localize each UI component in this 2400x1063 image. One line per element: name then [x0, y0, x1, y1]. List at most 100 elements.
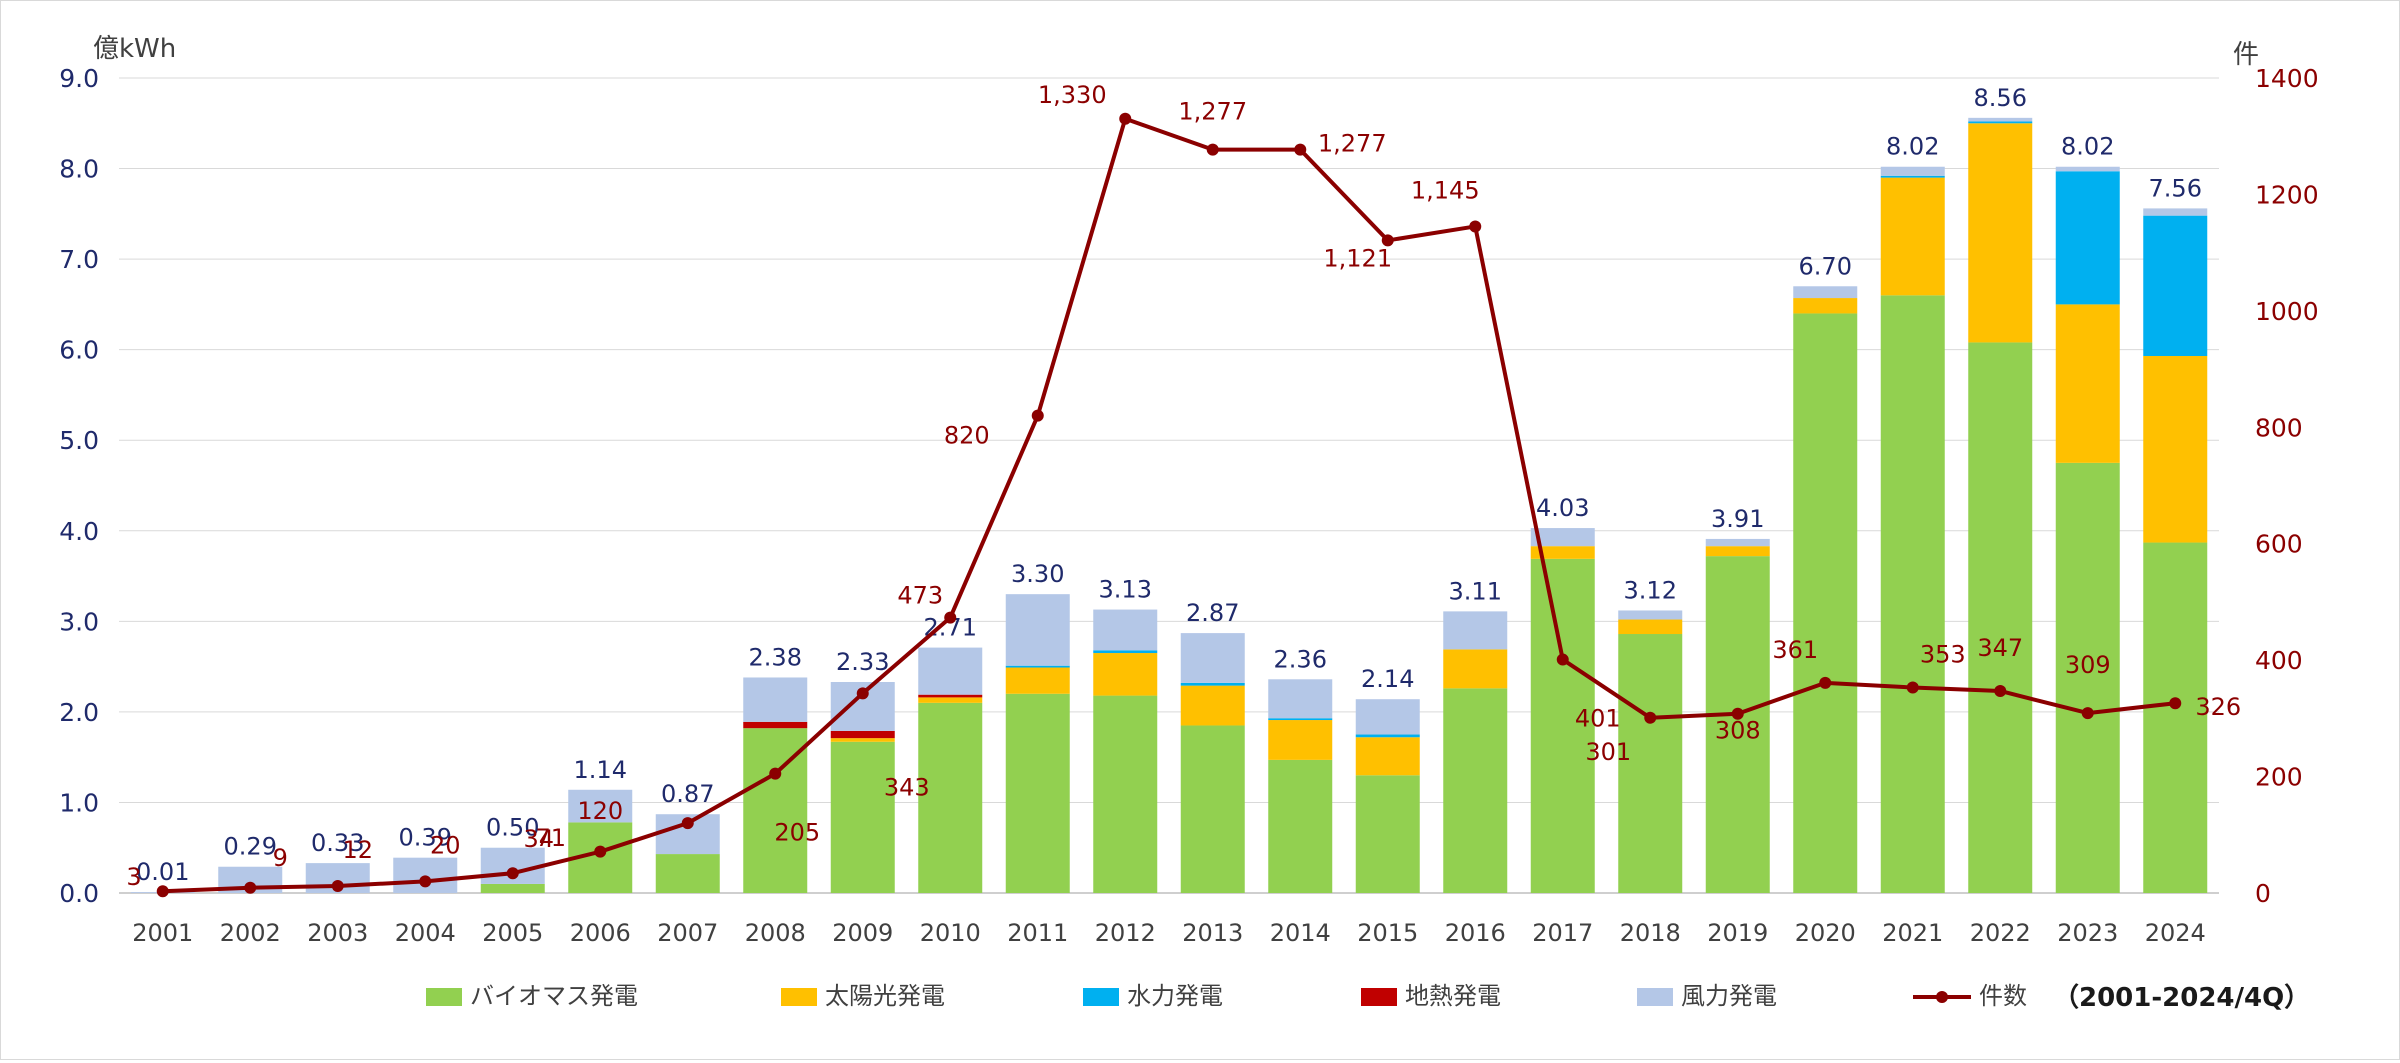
- bar-total-label: 2.14: [1361, 665, 1414, 693]
- count-point: [156, 885, 169, 898]
- bar-segment: [2055, 166, 2120, 172]
- y-left-tick-label: 9.0: [59, 64, 99, 93]
- x-tick-label: 2004: [395, 919, 456, 947]
- bar-segment: [1268, 679, 1333, 719]
- legend-item: 太陽光発電: [781, 982, 945, 1010]
- count-point: [681, 817, 694, 830]
- count-label: 473: [897, 582, 943, 610]
- bar-total-label: 6.70: [1799, 252, 1852, 280]
- bar-segment: [1618, 610, 1683, 620]
- count-label: 1,277: [1318, 130, 1387, 158]
- count-point: [1644, 711, 1657, 724]
- x-tick-label: 2021: [1882, 919, 1943, 947]
- bar-segment: [1093, 650, 1158, 654]
- x-tick-label: 2013: [1182, 919, 1243, 947]
- count-label: 3: [126, 863, 141, 891]
- bar-total-label: 3.11: [1449, 577, 1502, 605]
- bar-segment: [1268, 718, 1333, 721]
- bar-segment: [1793, 286, 1858, 299]
- bar-total-label: 0.87: [661, 780, 714, 808]
- bar-segment: [2143, 542, 2208, 893]
- x-tick-label: 2003: [307, 919, 368, 947]
- x-tick-label: 2016: [1445, 919, 1506, 947]
- bar-total-label: 3.13: [1099, 576, 1152, 604]
- axes: 0.0 1.0 2.0 3.0 4.0 5.0 6.0 7.0 8.0 9.0 0 200 400 600…: [59, 34, 2318, 947]
- x-tick-label: 2006: [570, 919, 631, 947]
- x-tick-label: 2015: [1357, 919, 1418, 947]
- count-label: 20: [430, 831, 461, 859]
- legend-marker: [1936, 991, 1948, 1003]
- bar-segment: [655, 854, 720, 893]
- bar-segment: [1530, 546, 1595, 559]
- bar-segment: [1093, 609, 1158, 651]
- bar-segment: [1355, 699, 1420, 735]
- bar-segment: [1093, 695, 1158, 893]
- bar-segment: [1268, 720, 1333, 760]
- legend-swatch: [1637, 988, 1673, 1006]
- count-label: 309: [2065, 651, 2111, 679]
- bar-segment: [830, 738, 895, 742]
- count-point: [2081, 707, 2094, 720]
- bar-segment: [1880, 177, 1945, 296]
- legend-swatch: [426, 988, 462, 1006]
- bar-total-label: 3.30: [1011, 560, 1064, 588]
- y-right-tick-label: 200: [2255, 763, 2303, 792]
- x-tick-label: 2010: [920, 919, 981, 947]
- x-tick-label: 2023: [2057, 919, 2118, 947]
- bar-segment: [918, 702, 983, 893]
- count-label: 361: [1772, 636, 1818, 664]
- x-tick-label: 2001: [132, 919, 193, 947]
- bar-segment: [918, 697, 983, 703]
- bar-segment: [1968, 121, 2033, 124]
- bar-total-label: 2.38: [749, 643, 802, 671]
- bar-segment: [1968, 117, 2033, 122]
- count-point: [419, 875, 432, 888]
- count-point: [1381, 234, 1394, 247]
- bar-segment: [830, 741, 895, 893]
- y-right-tick-label: 400: [2255, 646, 2303, 675]
- bar-total-label: 0.39: [399, 824, 452, 852]
- count-label: 326: [2195, 693, 2241, 721]
- bar-segment: [1705, 538, 1770, 547]
- bar-segment: [743, 677, 808, 722]
- count-label: 1,145: [1411, 176, 1480, 204]
- bar-segment: [2055, 171, 2120, 305]
- bar-series: [130, 117, 2208, 893]
- count-point: [1994, 684, 2007, 697]
- count-label: 205: [774, 819, 820, 847]
- bar-segment: [1093, 653, 1158, 696]
- bar-segment: [1705, 546, 1770, 557]
- count-point: [506, 867, 519, 880]
- count-point: [1469, 220, 1482, 233]
- bar-segment: [1793, 313, 1858, 893]
- count-label: 9: [273, 844, 288, 872]
- bar-segment: [1005, 667, 1070, 694]
- bar-segment: [1443, 649, 1508, 689]
- count-label: 12: [342, 836, 373, 864]
- x-tick-label: 2024: [2145, 919, 2206, 947]
- count-point: [1294, 143, 1307, 156]
- bar-segment: [1880, 166, 1945, 176]
- legend: バイオマス発電 太陽光発電 水力発電 地熱発電 風力発電 件数 （2001-2024/4Q）: [426, 982, 2310, 1013]
- bar-segment: [1705, 556, 1770, 893]
- bar-total-label: 3.91: [1711, 505, 1764, 533]
- x-tick-label: 2018: [1620, 919, 1681, 947]
- x-tick-label: 2011: [1007, 919, 1068, 947]
- bar-segment: [743, 721, 808, 729]
- bar-segment: [1005, 594, 1070, 666]
- y-left-tick-label: 2.0: [59, 698, 99, 727]
- legend-swatch: [1361, 988, 1397, 1006]
- y-left-tick-label: 8.0: [59, 155, 99, 184]
- bar-total-label: 8.56: [1974, 84, 2027, 112]
- x-tick-label: 2009: [832, 919, 893, 947]
- x-tick-label: 2012: [1095, 919, 1156, 947]
- y-right-tick-label: 600: [2255, 530, 2303, 559]
- y-right-unit: 件: [2233, 40, 2259, 70]
- y-left-tick-label: 3.0: [59, 607, 99, 636]
- bar-segment: [1005, 693, 1070, 893]
- x-tick-label: 2019: [1707, 919, 1768, 947]
- bar-total-label: 8.02: [1886, 133, 1939, 161]
- legend-swatch: [1083, 988, 1119, 1006]
